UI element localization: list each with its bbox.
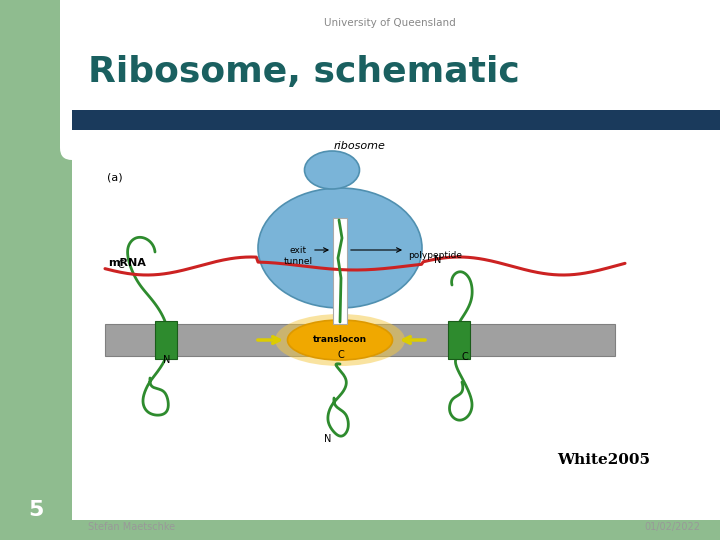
- Text: C: C: [118, 260, 125, 270]
- Bar: [0, 0, 72, 540]
- Text: University of Queensland: University of Queensland: [324, 18, 456, 28]
- Ellipse shape: [287, 320, 392, 360]
- Text: N: N: [163, 355, 171, 365]
- Text: Stefan Maetschke: Stefan Maetschke: [88, 522, 175, 532]
- Ellipse shape: [305, 151, 359, 189]
- FancyBboxPatch shape: [60, 0, 249, 160]
- Ellipse shape: [275, 314, 405, 366]
- Text: translocon: translocon: [313, 335, 367, 345]
- Text: polypeptide: polypeptide: [408, 252, 462, 260]
- Text: 5: 5: [28, 500, 44, 520]
- Text: ribosome: ribosome: [334, 141, 386, 151]
- Bar: [333, 218, 347, 324]
- Text: exit
tunnel: exit tunnel: [284, 246, 312, 266]
- Text: C: C: [461, 352, 468, 362]
- Text: (a): (a): [107, 172, 122, 182]
- Bar: [105, 324, 615, 356]
- Bar: [0, 0, 230, 145]
- Text: mRNA: mRNA: [108, 258, 146, 268]
- Text: N: N: [324, 434, 331, 444]
- Text: 01/02/2022: 01/02/2022: [644, 522, 700, 532]
- Bar: [448, 321, 470, 359]
- Text: White2005: White2005: [557, 453, 650, 467]
- Bar: [155, 321, 177, 359]
- Text: N: N: [434, 255, 441, 265]
- Ellipse shape: [258, 188, 422, 308]
- Text: Ribosome, schematic: Ribosome, schematic: [88, 55, 520, 89]
- Bar: [72, 110, 720, 130]
- Bar: [0, 520, 720, 540]
- Text: C: C: [338, 350, 345, 360]
